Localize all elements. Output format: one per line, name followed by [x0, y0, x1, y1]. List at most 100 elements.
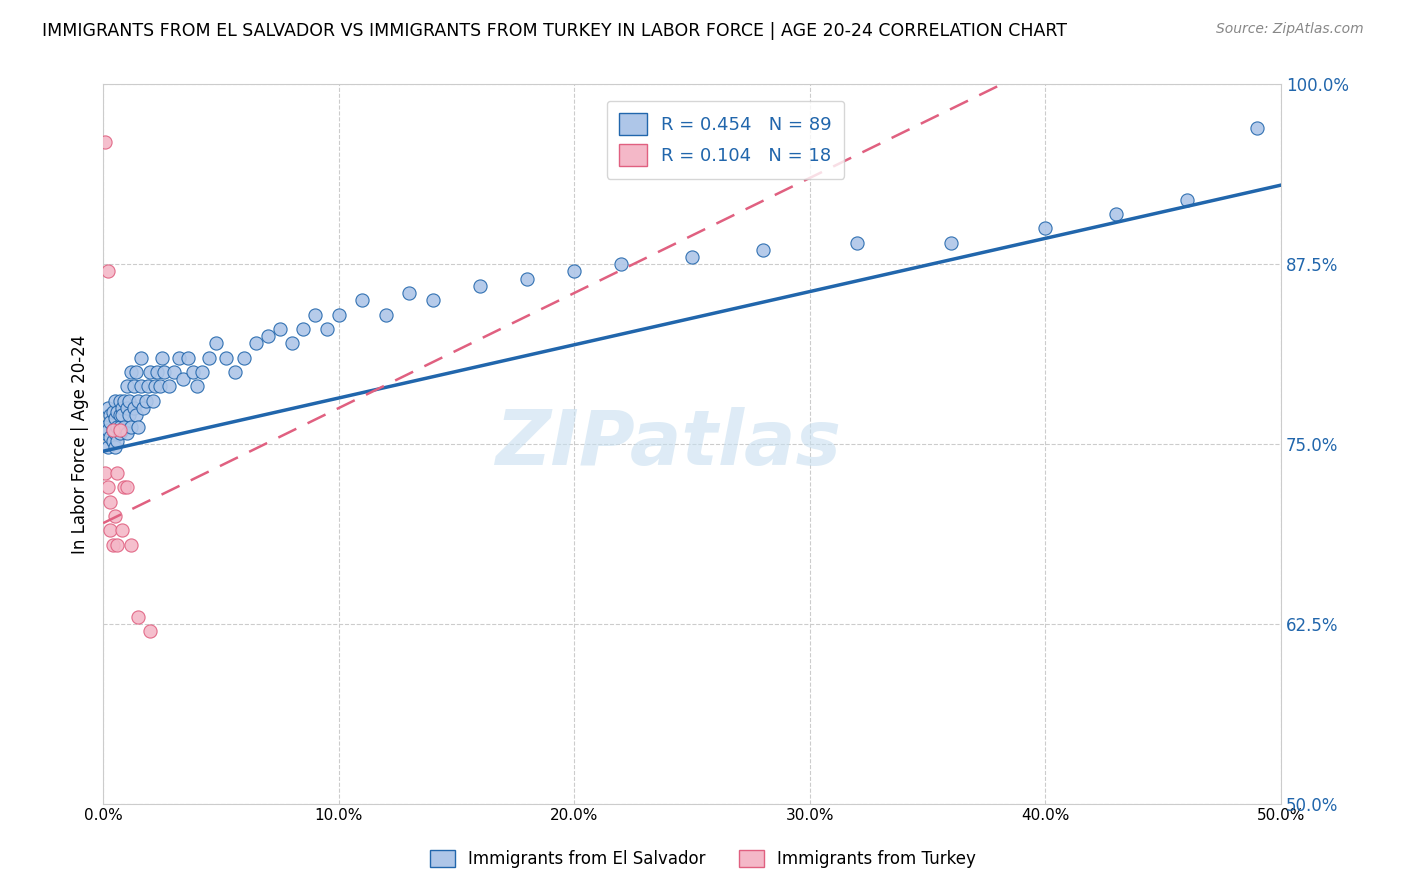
Point — [115, 401, 138, 415]
Point — [97, 401, 120, 415]
Legend: R = 0.454   N = 89, R = 0.104   N = 18: R = 0.454 N = 89, R = 0.104 N = 18 — [607, 101, 844, 179]
Point — [108, 419, 131, 434]
Point — [112, 480, 135, 494]
Point — [1246, 120, 1268, 135]
Point — [941, 235, 963, 250]
Point — [112, 393, 135, 408]
Point — [94, 419, 117, 434]
Point — [610, 257, 633, 271]
Point — [233, 351, 256, 365]
Point — [94, 466, 117, 480]
Point — [280, 336, 302, 351]
Point — [104, 508, 127, 523]
Point — [104, 411, 127, 425]
Text: Source: ZipAtlas.com: Source: ZipAtlas.com — [1216, 22, 1364, 37]
Point — [214, 351, 236, 365]
Point — [245, 336, 267, 351]
Point — [101, 423, 124, 437]
Point — [146, 365, 169, 379]
Point — [125, 409, 148, 423]
Point — [142, 393, 165, 408]
Point — [257, 329, 280, 343]
Point — [108, 423, 131, 437]
Point — [127, 419, 149, 434]
Point — [94, 135, 117, 149]
Point — [122, 401, 145, 415]
Point — [135, 393, 157, 408]
Point — [101, 423, 124, 437]
Point — [115, 379, 138, 393]
Point — [104, 440, 127, 454]
Point — [108, 409, 131, 423]
Point — [127, 393, 149, 408]
Point — [111, 409, 134, 423]
Point — [101, 538, 124, 552]
Point — [150, 351, 173, 365]
Point — [136, 379, 159, 393]
Point — [374, 308, 396, 322]
Point — [111, 423, 134, 437]
Point — [111, 524, 134, 538]
Point — [143, 379, 166, 393]
Point — [304, 308, 326, 322]
Point — [129, 351, 152, 365]
Point — [562, 264, 585, 278]
Point — [1175, 193, 1198, 207]
Point — [398, 285, 420, 300]
Point — [120, 419, 142, 434]
Text: ZIPatlas: ZIPatlas — [495, 407, 841, 481]
Point — [127, 609, 149, 624]
Point — [224, 365, 246, 379]
Point — [205, 336, 228, 351]
Point — [122, 379, 145, 393]
Point — [108, 425, 131, 440]
Point — [94, 425, 117, 440]
Point — [157, 379, 180, 393]
Point — [98, 524, 121, 538]
Point — [105, 538, 128, 552]
Point — [105, 419, 128, 434]
Point — [316, 322, 339, 336]
Point — [352, 293, 374, 308]
Point — [1105, 207, 1128, 221]
Point — [120, 365, 142, 379]
Point — [149, 379, 172, 393]
Point — [198, 351, 221, 365]
Point — [681, 250, 703, 264]
Point — [139, 365, 162, 379]
Point — [1035, 221, 1057, 235]
Point — [186, 379, 208, 393]
Point — [125, 365, 148, 379]
Point — [132, 401, 155, 415]
Point — [105, 434, 128, 449]
Point — [468, 278, 491, 293]
Text: IMMIGRANTS FROM EL SALVADOR VS IMMIGRANTS FROM TURKEY IN LABOR FORCE | AGE 20-24: IMMIGRANTS FROM EL SALVADOR VS IMMIGRANT… — [42, 22, 1067, 40]
Point — [139, 624, 162, 638]
Point — [98, 416, 121, 430]
Point — [163, 365, 186, 379]
Point — [115, 425, 138, 440]
Point — [97, 480, 120, 494]
Point — [118, 409, 141, 423]
Point — [111, 401, 134, 415]
Point — [101, 434, 124, 449]
Point — [516, 271, 538, 285]
Point — [177, 351, 200, 365]
Point — [751, 243, 773, 257]
Point — [112, 419, 135, 434]
Y-axis label: In Labor Force | Age 20-24: In Labor Force | Age 20-24 — [72, 334, 89, 554]
Point — [98, 430, 121, 444]
Point — [269, 322, 291, 336]
Point — [129, 379, 152, 393]
Point — [191, 365, 214, 379]
Point — [98, 494, 121, 508]
Point — [118, 393, 141, 408]
Point — [104, 393, 127, 408]
Point — [97, 423, 120, 437]
Point — [104, 425, 127, 440]
Point — [105, 405, 128, 419]
Point — [328, 308, 350, 322]
Point — [167, 351, 190, 365]
Point — [120, 538, 142, 552]
Point — [115, 480, 138, 494]
